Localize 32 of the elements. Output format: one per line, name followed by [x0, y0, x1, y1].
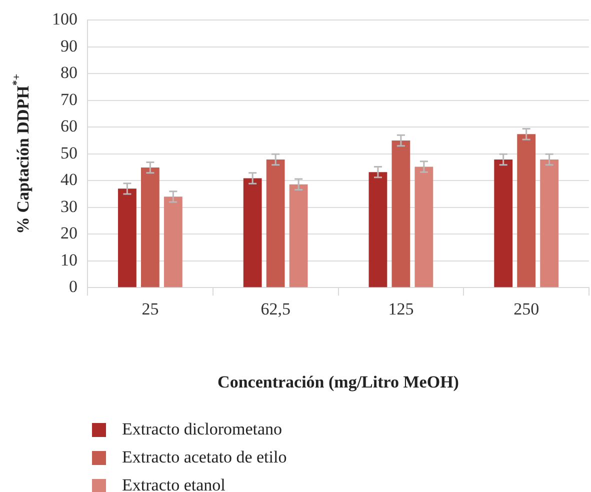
x-tick-label: 25	[142, 299, 159, 318]
legend-label: Extracto etanol	[122, 475, 226, 492]
y-tick-label: 100	[52, 10, 78, 29]
y-tick-label: 0	[69, 277, 78, 296]
bar	[368, 172, 388, 288]
y-tick-label: 70	[60, 90, 78, 109]
bar	[118, 188, 136, 288]
x-tick-label: 125	[388, 299, 414, 318]
y-tick-label: 80	[60, 63, 78, 82]
bar	[392, 140, 410, 288]
bar	[266, 160, 285, 288]
y-tick-label: 40	[60, 170, 78, 190]
x-axis-title: Concentración (mg/Litro MeOH)	[218, 372, 459, 392]
y-tick-label: 50	[60, 143, 78, 162]
bar	[494, 160, 513, 288]
y-axis-title: % Captación DDPH*+	[11, 74, 32, 234]
bar	[243, 178, 262, 288]
y-tick-label: 60	[60, 116, 78, 136]
bar	[414, 166, 434, 288]
bar	[164, 196, 182, 288]
x-tick-label: 250	[514, 299, 540, 318]
y-tick-label: 20	[60, 224, 78, 243]
y-tick-label: 90	[60, 36, 78, 56]
x-tick-label: 62,5	[260, 299, 290, 318]
bar	[540, 160, 558, 288]
y-tick-label: 30	[60, 196, 78, 216]
legend-label: Extracto diclorometano	[122, 419, 282, 438]
legend-label: Extracto acetato de etilo	[122, 447, 287, 466]
bar	[140, 168, 160, 288]
y-tick-label: 10	[60, 250, 78, 270]
bar	[289, 184, 308, 288]
bar	[517, 134, 536, 288]
